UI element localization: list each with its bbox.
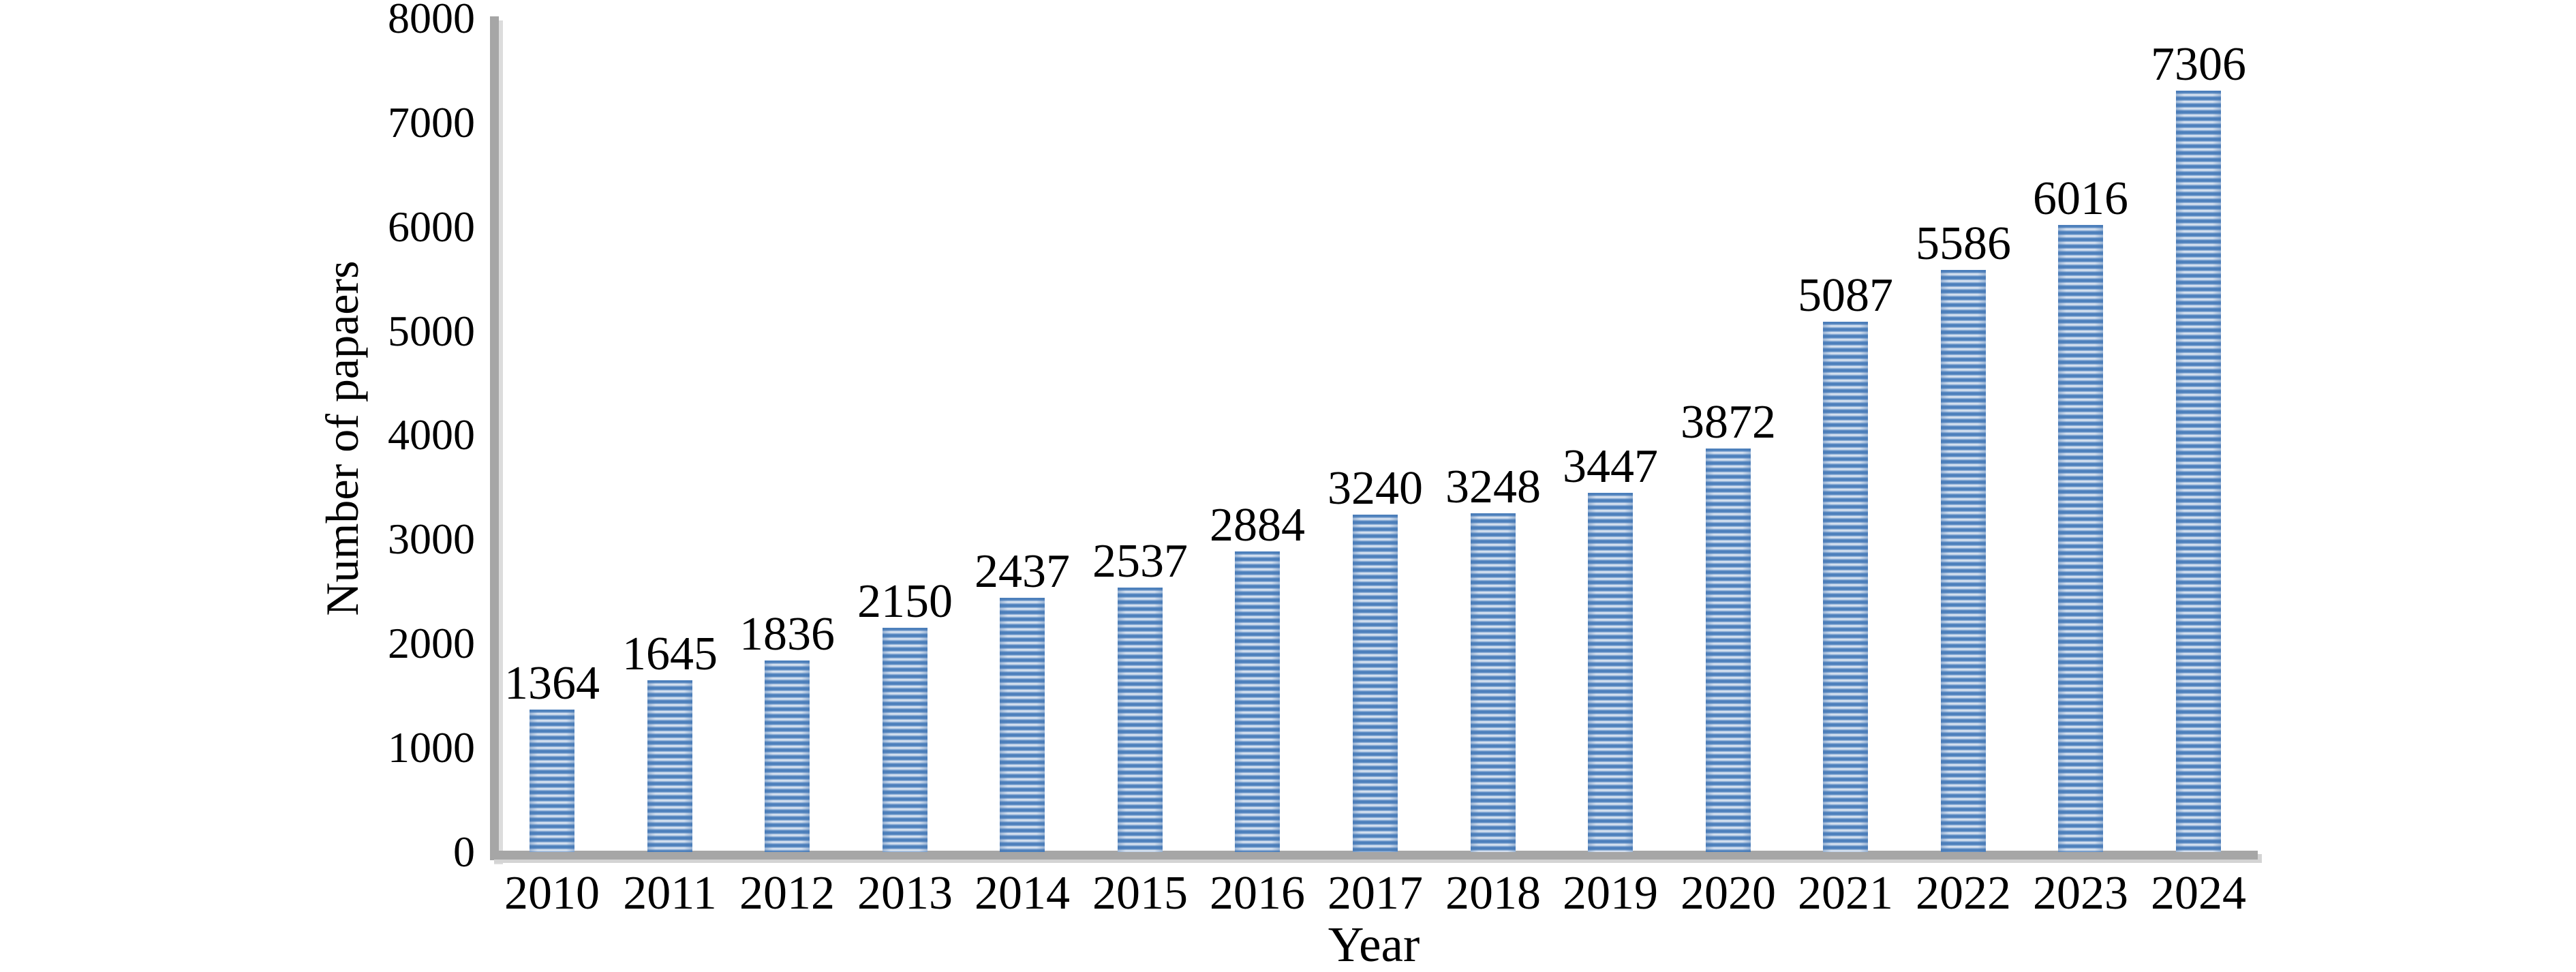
- x-tick-label: 2018: [1445, 867, 1541, 920]
- x-axis-line: [490, 851, 2258, 860]
- bar-value-label: 2437: [975, 545, 1070, 598]
- bar-value-label: 2884: [1210, 499, 1305, 551]
- x-tick-label: 2011: [623, 867, 717, 920]
- bar: [1353, 515, 1398, 852]
- y-tick-label: 5000: [388, 306, 475, 355]
- bar: [1235, 551, 1280, 852]
- bar: [765, 660, 810, 852]
- bar-value-label: 2537: [1092, 535, 1188, 588]
- bar-value-label: 3240: [1328, 462, 1423, 515]
- bar-value-label: 5586: [1916, 217, 2011, 270]
- bar-value-label: 3872: [1681, 396, 1776, 449]
- bar-value-label: 3447: [1563, 440, 1658, 493]
- y-tick-label: 6000: [388, 202, 475, 251]
- x-tick-label: 2012: [739, 867, 835, 920]
- x-tick-label: 2022: [1916, 867, 2011, 920]
- bar: [530, 710, 574, 852]
- bar-value-label: 1364: [504, 657, 600, 710]
- x-tick-label: 2014: [975, 867, 1070, 920]
- bar: [1941, 270, 1986, 852]
- bar-value-label: 5087: [1798, 269, 1893, 322]
- bar-value-label: 2150: [857, 575, 953, 628]
- bar-value-label: 3248: [1445, 461, 1541, 513]
- y-tick-label: 2000: [388, 619, 475, 668]
- x-tick-label: 2024: [2151, 867, 2246, 920]
- bar: [1118, 588, 1163, 852]
- bar: [1706, 449, 1751, 852]
- bar-value-label: 1836: [739, 608, 835, 660]
- bar: [1823, 322, 1868, 852]
- x-tick-label: 2019: [1563, 867, 1658, 920]
- bar: [1588, 493, 1633, 852]
- y-tick-label: 1000: [388, 723, 475, 772]
- x-tick-label: 2017: [1328, 867, 1423, 920]
- x-tick-label: 2016: [1210, 867, 1305, 920]
- x-tick-label: 2023: [2033, 867, 2128, 920]
- bar-value-label: 7306: [2151, 38, 2246, 91]
- y-axis-line: [490, 16, 499, 860]
- x-axis-title: Year: [1328, 917, 1420, 972]
- bar: [2176, 91, 2221, 852]
- x-tick-label: 2021: [1798, 867, 1893, 920]
- bar: [2058, 225, 2103, 852]
- bar: [1000, 598, 1045, 852]
- y-tick-label: 8000: [388, 0, 475, 42]
- y-tick-label: 3000: [388, 515, 475, 564]
- y-tick-label: 4000: [388, 410, 475, 459]
- y-tick-label: 7000: [388, 97, 475, 147]
- x-tick-label: 2015: [1092, 867, 1188, 920]
- bar-value-label: 1645: [622, 628, 718, 680]
- bar: [647, 680, 692, 852]
- x-tick-label: 2010: [504, 867, 600, 920]
- y-axis-title: Number of papaers: [316, 260, 368, 616]
- bar: [1471, 513, 1516, 852]
- x-tick-label: 2020: [1681, 867, 1776, 920]
- bar: [883, 628, 927, 852]
- bar-value-label: 6016: [2033, 172, 2128, 225]
- y-tick-label: 0: [453, 827, 475, 876]
- x-tick-label: 2013: [857, 867, 953, 920]
